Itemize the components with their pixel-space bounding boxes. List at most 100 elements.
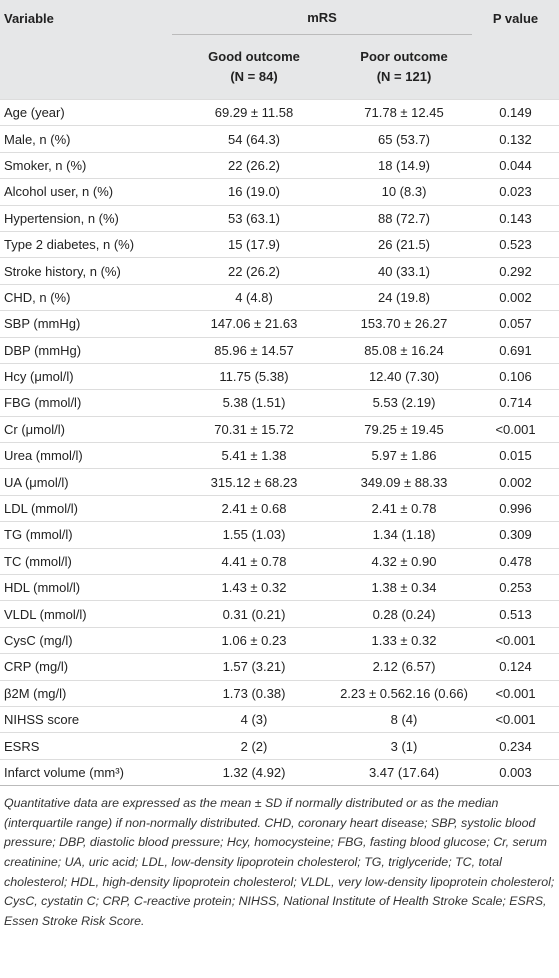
header-cell: Good outcome (N = 84) [172,34,336,100]
table-cell: Male, n (%) [0,125,172,153]
table-cell: 79.25 ± 19.45 [336,415,472,443]
table-cell: 0.996 [472,494,559,522]
table-cell: 0.106 [472,362,559,390]
table-cell: 0.714 [472,389,559,417]
table-cell: HDL (mmol/l) [0,574,172,601]
table-cell: 53 (63.1) [172,204,336,232]
table-row: Age (year) 69.29 ± 11.58 71.78 ± 12.45 0.14… [0,98,559,126]
table-row: β2M (mg/l) 1.73 (0.38) 2.23 ± 0.562.16 (0.… [0,679,559,707]
table-cell: 0.002 [472,283,559,311]
table-cell: 40 (33.1) [336,257,472,285]
table-row: TC (mmol/l) 4.41 ± 0.78 4.32 ± 0.90 0.478 [0,547,559,575]
table-cell: 0.478 [472,547,559,575]
table-cell: VLDL (mmol/l) [0,600,172,628]
table-row: Stroke history, n (%) 22 (26.2) 40 (33.1) 0… [0,257,559,285]
table-cell: 349.09 ± 88.33 [336,468,472,496]
table-cell: 0.149 [472,98,559,126]
table-cell: 4 (3) [172,705,336,733]
table-cell: 1.32 (4.92) [172,758,336,787]
table-row: DBP (mmHg) 85.96 ± 14.57 85.08 ± 16.24 0.69… [0,336,559,364]
table-cell: 0.31 (0.21) [172,600,336,628]
table-cell: 5.97 ± 1.86 [336,442,472,469]
table-header: Variable mRS P value Good outcome (N = 84… [0,0,559,100]
table-cell: LDL (mmol/l) [0,494,172,522]
table-cell: 3.47 (17.64) [336,758,472,787]
table-body: Age (year) 69.29 ± 11.58 71.78 ± 12.45 0.14… [0,98,559,787]
table-cell: Smoker, n (%) [0,151,172,179]
table-cell: 1.43 ± 0.32 [172,574,336,601]
table-cell: 88 (72.7) [336,204,472,232]
table-row: LDL (mmol/l) 2.41 ± 0.68 2.41 ± 0.78 0.996 [0,494,559,522]
table-cell: 1.06 ± 0.23 [172,626,336,654]
table-cell: 0.523 [472,230,559,258]
table-cell: 0.015 [472,442,559,469]
header-text: (N = 84) [230,69,278,84]
table-cell: <0.001 [472,626,559,654]
table-cell: 1.73 (0.38) [172,679,336,707]
table-cell: Hypertension, n (%) [0,204,172,232]
table-cell: 24 (19.8) [336,283,472,311]
table-cell: Type 2 diabetes, n (%) [0,230,172,258]
table-cell: Urea (mmol/l) [0,442,172,469]
table-row: Alcohol user, n (%) 16 (19.0) 10 (8.3) 0.02… [0,178,559,206]
table-cell: 70.31 ± 15.72 [172,415,336,443]
table-cell: <0.001 [472,679,559,707]
table-cell: 2.12 (6.57) [336,653,472,681]
table-cell: 4 (4.8) [172,283,336,311]
table-cell: 15 (17.9) [172,230,336,258]
table-cell: CysC (mg/l) [0,626,172,654]
header-text: Poor outcome [360,49,448,64]
header-cell: Variable [0,0,172,100]
table-cell: 0.292 [472,257,559,285]
table-cell: 2.41 ± 0.68 [172,494,336,522]
table-cell: 1.38 ± 0.34 [336,574,472,601]
table-cell: 1.34 (1.18) [336,521,472,549]
table-cell: <0.001 [472,415,559,443]
table-row: NIHSS score 4 (3) 8 (4) <0.001 [0,705,559,733]
table-cell: 5.53 (2.19) [336,389,472,417]
table-row: Hypertension, n (%) 53 (63.1) 88 (72.7) 0.1… [0,204,559,232]
table-row: HDL (mmol/l) 1.43 ± 0.32 1.38 ± 0.34 0.253 [0,574,559,601]
table-cell: 11.75 (5.38) [172,362,336,390]
table-cell: 10 (8.3) [336,178,472,206]
table-cell: 2 (2) [172,732,336,760]
table-cell: 85.96 ± 14.57 [172,336,336,364]
table-cell: 3 (1) [336,732,472,760]
table-cell: 2.23 ± 0.562.16 (0.66) [336,679,472,707]
table-row: CRP (mg/l) 1.57 (3.21) 2.12 (6.57) 0.124 [0,653,559,681]
table-cell: 0.691 [472,336,559,364]
table-cell: NIHSS score [0,705,172,733]
table-cell: Hcy (μmol/l) [0,362,172,390]
table-cell: β2M (mg/l) [0,679,172,707]
table-cell: <0.001 [472,705,559,733]
table-row: FBG (mmol/l) 5.38 (1.51) 5.53 (2.19) 0.714 [0,389,559,417]
table-cell: 54 (64.3) [172,125,336,153]
table-cell: 0.057 [472,310,559,338]
table-row: UA (μmol/l) 315.12 ± 68.23 349.09 ± 88.33 0… [0,468,559,496]
table-cell: 315.12 ± 68.23 [172,468,336,496]
header-row: Good outcome (N = 84) Poor outcome (N = 12… [0,34,559,100]
table-cell: DBP (mmHg) [0,336,172,364]
table-cell: 8 (4) [336,705,472,733]
table-cell: 0.143 [472,204,559,232]
table-cell: 0.28 (0.24) [336,600,472,628]
table-cell: Alcohol user, n (%) [0,178,172,206]
header-cell: mRS [172,0,472,35]
table-cell: 12.40 (7.30) [336,362,472,390]
table-cell: 65 (53.7) [336,125,472,153]
table-cell: TG (mmol/l) [0,521,172,549]
table-row: Hcy (μmol/l) 11.75 (5.38) 12.40 (7.30) 0.10… [0,362,559,390]
table-row: Urea (mmol/l) 5.41 ± 1.38 5.97 ± 1.86 0.015 [0,442,559,469]
table-cell: SBP (mmHg) [0,310,172,338]
table-cell: 0.309 [472,521,559,549]
table-cell: 0.023 [472,178,559,206]
table-cell: CHD, n (%) [0,283,172,311]
table-cell: 1.57 (3.21) [172,653,336,681]
table-cell: 0.253 [472,574,559,601]
data-table: Variable mRS P value Good outcome (N = 84… [0,0,559,787]
table-cell: 5.38 (1.51) [172,389,336,417]
table-row: TG (mmol/l) 1.55 (1.03) 1.34 (1.18) 0.309 [0,521,559,549]
table-row: Infarct volume (mm³) 1.32 (4.92) 3.47 (17.… [0,758,559,787]
table-cell: TC (mmol/l) [0,547,172,575]
